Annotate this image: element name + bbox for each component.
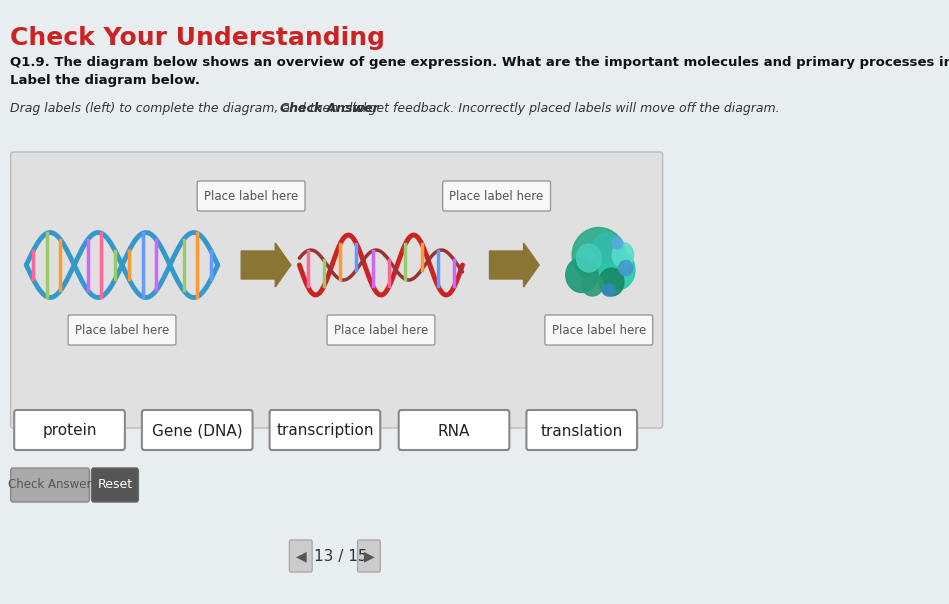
Text: to get feedback. Incorrectly placed labels will move off the diagram.: to get feedback. Incorrectly placed labe… <box>347 102 779 115</box>
FancyBboxPatch shape <box>270 410 381 450</box>
Text: Place label here: Place label here <box>75 324 169 338</box>
FancyBboxPatch shape <box>142 410 252 450</box>
Text: RNA: RNA <box>437 423 470 439</box>
Ellipse shape <box>612 242 634 268</box>
Text: 13 / 15: 13 / 15 <box>314 548 367 564</box>
Text: translation: translation <box>541 423 623 439</box>
Text: transcription: transcription <box>276 423 374 439</box>
Text: Place label here: Place label here <box>450 190 544 204</box>
Text: Q1.9. The diagram below shows an overview of gene expression. What are the impor: Q1.9. The diagram below shows an overvie… <box>9 56 949 69</box>
Ellipse shape <box>572 228 625 283</box>
FancyArrow shape <box>241 243 290 287</box>
Text: Check Your Understanding: Check Your Understanding <box>9 26 385 50</box>
FancyBboxPatch shape <box>545 315 653 345</box>
FancyBboxPatch shape <box>91 468 139 502</box>
Text: Place label here: Place label here <box>334 324 428 338</box>
Text: Check Answer: Check Answer <box>280 102 379 115</box>
FancyBboxPatch shape <box>527 410 637 450</box>
FancyBboxPatch shape <box>14 410 125 450</box>
FancyBboxPatch shape <box>68 315 176 345</box>
Ellipse shape <box>576 244 602 272</box>
Ellipse shape <box>566 257 598 292</box>
FancyBboxPatch shape <box>442 181 550 211</box>
Text: Label the diagram below.: Label the diagram below. <box>9 74 200 87</box>
FancyBboxPatch shape <box>399 410 510 450</box>
Ellipse shape <box>603 284 615 296</box>
Text: Place label here: Place label here <box>551 324 646 338</box>
Ellipse shape <box>592 233 621 263</box>
Ellipse shape <box>612 237 623 249</box>
Text: ▶: ▶ <box>363 549 374 563</box>
FancyBboxPatch shape <box>197 181 305 211</box>
FancyArrow shape <box>490 243 539 287</box>
Ellipse shape <box>600 250 635 290</box>
FancyBboxPatch shape <box>10 152 662 428</box>
FancyBboxPatch shape <box>289 540 312 572</box>
Text: Check Answer: Check Answer <box>8 478 91 492</box>
Text: ◀: ◀ <box>295 549 307 563</box>
Text: Place label here: Place label here <box>204 190 298 204</box>
FancyBboxPatch shape <box>327 315 435 345</box>
Text: protein: protein <box>43 423 97 439</box>
Ellipse shape <box>582 274 603 296</box>
Ellipse shape <box>599 268 623 296</box>
FancyBboxPatch shape <box>10 468 89 502</box>
Text: Gene (DNA): Gene (DNA) <box>152 423 243 439</box>
Text: Drag labels (left) to complete the diagram, and then click: Drag labels (left) to complete the diagr… <box>9 102 374 115</box>
Text: Reset: Reset <box>98 478 133 492</box>
FancyBboxPatch shape <box>358 540 381 572</box>
Ellipse shape <box>619 260 633 275</box>
